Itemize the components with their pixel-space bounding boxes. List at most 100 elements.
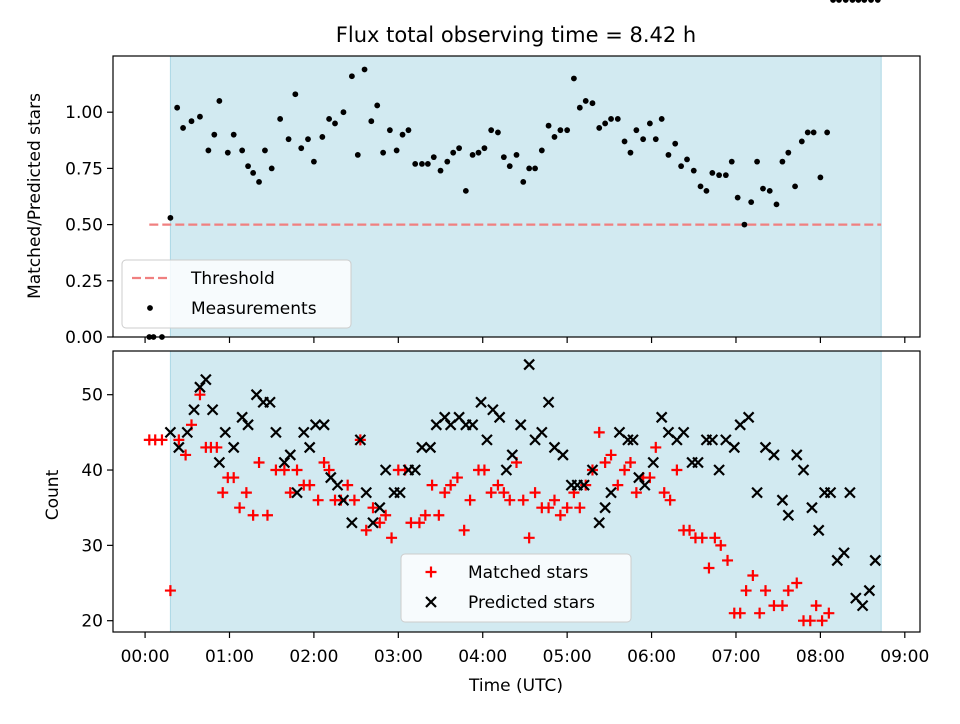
predicted-star-point <box>599 501 611 514</box>
count-panel: 20 30 40 50 00:00 01:00 02:00 03:00 04:00 05:00 06… <box>81 351 929 667</box>
predicted-star-point <box>337 494 350 506</box>
measurement-point <box>633 127 640 134</box>
legend-predicted-swatch <box>425 596 437 608</box>
measurement-point <box>640 136 647 143</box>
legend-matched-swatch <box>425 566 437 578</box>
predicted-star-point <box>782 509 795 522</box>
matched-star-point <box>439 487 451 499</box>
predicted-star-point <box>863 584 876 597</box>
predicted-star-point <box>379 464 392 476</box>
measurement-point <box>456 145 462 152</box>
measurement-point <box>167 214 174 221</box>
measurement-point <box>354 152 361 158</box>
matched-star-point <box>211 441 223 453</box>
matched-star-point <box>386 532 398 544</box>
predicted-star-point <box>706 434 719 446</box>
measurement-point <box>627 149 634 156</box>
measurement-point <box>658 116 665 122</box>
matched-star-point <box>816 615 828 627</box>
predicted-star-point <box>164 426 177 439</box>
y-tick-label: 0.50 <box>65 216 103 236</box>
measurement-point <box>545 122 552 129</box>
measurement-point <box>678 163 685 170</box>
bottom-legend-box <box>400 553 632 623</box>
measurement-point <box>792 183 798 190</box>
measurement-point <box>444 158 451 165</box>
predicted-star-point <box>742 411 755 424</box>
measurement-point <box>340 109 347 116</box>
matched-star-point <box>304 479 316 491</box>
matched-star-point <box>619 464 631 476</box>
matched-star-point <box>747 569 759 581</box>
predicted-star-point <box>188 403 200 416</box>
measurement-point <box>824 129 831 136</box>
predicted-star-point <box>194 381 206 393</box>
matched-star-point <box>253 456 265 468</box>
predicted-star-point <box>647 456 660 469</box>
measurement-point <box>766 187 773 194</box>
matched-star-point <box>451 472 463 484</box>
legend-measurement-swatch <box>147 305 153 311</box>
measurement-point <box>262 147 268 154</box>
matched-star-point <box>624 456 636 468</box>
measurement-point <box>285 136 292 143</box>
measurement-point <box>500 154 507 161</box>
matched-star-point <box>734 607 746 619</box>
measurement-point <box>245 163 251 170</box>
measurement-point <box>538 147 545 154</box>
measurement-point <box>621 138 628 145</box>
predicted-star-point <box>627 434 639 446</box>
predicted-star-point <box>578 479 590 491</box>
measurement-point <box>779 158 786 165</box>
measurement-point <box>506 163 513 170</box>
matched-star-point <box>791 577 803 589</box>
bottom-plot-frame <box>112 350 921 633</box>
predicted-star-point <box>416 441 428 454</box>
measurement-point <box>326 116 333 122</box>
measurement-point <box>684 156 690 163</box>
measurement-point <box>526 165 533 172</box>
measurement-point <box>874 0 881 3</box>
predicted-star-point <box>542 396 555 409</box>
y-tick-label: 1.00 <box>65 103 103 123</box>
measurement-point <box>488 127 495 134</box>
matched-star-point <box>684 524 696 536</box>
measurement-point <box>174 104 181 111</box>
matched-star-point <box>529 487 541 499</box>
matched-star-point <box>605 449 617 461</box>
matched-star-point <box>823 607 835 619</box>
y-tick-label: 30 <box>81 536 103 556</box>
predicted-star-point <box>219 426 232 439</box>
matched-star-point <box>523 532 535 544</box>
y-tick-label: 0.25 <box>65 272 103 292</box>
measurement-point <box>855 0 862 3</box>
matched-star-point <box>498 487 510 499</box>
measurement-point <box>332 120 338 127</box>
predicted-star-point <box>514 419 527 431</box>
bottom-y-axis-label: Count <box>43 469 63 520</box>
matched-star-point <box>419 509 431 521</box>
predicted-star-point <box>824 486 837 499</box>
predicted-star-point <box>367 516 379 529</box>
predicted-star-point <box>776 494 789 506</box>
matched-star-point <box>261 509 273 521</box>
measurement-point <box>741 221 748 228</box>
matched-star-point <box>458 524 470 536</box>
measurement-point <box>298 145 305 152</box>
measurement-point <box>419 161 425 167</box>
predicted-star-point <box>309 419 322 431</box>
matched-star-point <box>722 554 734 566</box>
matched-star-point <box>709 532 721 544</box>
predicted-star-point <box>303 441 316 454</box>
predicted-star-point <box>655 411 668 424</box>
predicted-star-point <box>424 441 437 454</box>
matched-star-point <box>658 487 670 499</box>
measurement-point <box>305 136 311 143</box>
x-axis-label: Time (UTC) <box>468 676 563 696</box>
measurement-point <box>785 149 792 156</box>
matched-star-point <box>650 441 662 453</box>
measurement-point <box>608 116 614 122</box>
y-tick-label: 0.75 <box>65 159 103 179</box>
x-tick-label: 05:00 <box>543 647 592 667</box>
matched-star-point <box>217 487 229 499</box>
